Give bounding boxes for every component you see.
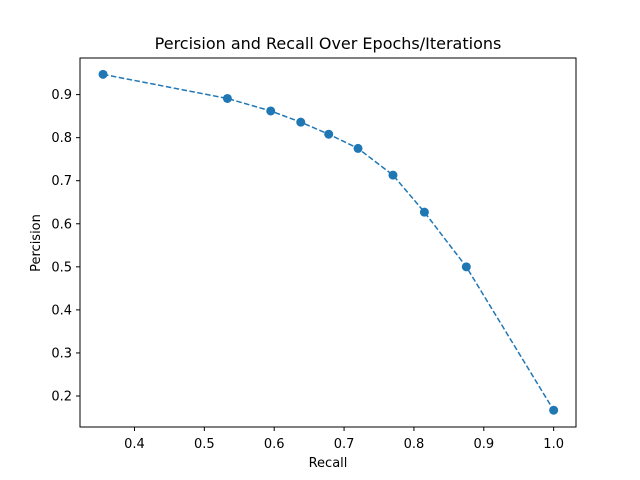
x-tick-label: 0.7 <box>334 437 355 452</box>
x-tick-label: 1.0 <box>543 437 564 452</box>
y-axis-label: Percision <box>29 214 44 272</box>
x-tick-label: 0.9 <box>473 437 494 452</box>
plot-frame <box>79 57 577 428</box>
y-tick-label: 0.4 <box>51 303 72 318</box>
y-tick-label: 0.8 <box>51 131 72 146</box>
data-point <box>296 117 306 127</box>
series-line <box>102 73 555 411</box>
data-point <box>388 170 398 180</box>
x-tick-label: 0.8 <box>404 437 425 452</box>
plot-area <box>98 69 559 415</box>
x-tick-label: 0.5 <box>194 437 215 452</box>
data-point <box>266 106 276 116</box>
y-tick-label: 0.6 <box>51 217 72 232</box>
x-axis-label: Recall <box>309 456 348 471</box>
data-point <box>98 69 108 79</box>
data-point <box>324 129 334 139</box>
data-point <box>222 93 232 103</box>
y-axis: 0.2 0.3 0.4 0.5 0.6 0.7 0.8 0.9 <box>51 88 80 404</box>
y-tick-label: 0.2 <box>51 389 72 404</box>
data-point <box>419 207 429 217</box>
y-tick-label: 0.3 <box>51 346 72 361</box>
y-tick-label: 0.7 <box>51 174 72 189</box>
data-point <box>461 262 471 272</box>
y-tick-label: 0.9 <box>51 88 72 103</box>
x-axis: 0.4 0.5 0.6 0.7 0.8 0.9 1.0 <box>124 427 564 452</box>
x-tick-label: 0.6 <box>264 437 285 452</box>
data-point <box>549 405 559 415</box>
data-point <box>353 143 363 153</box>
x-tick-label: 0.4 <box>124 437 145 452</box>
y-tick-label: 0.5 <box>51 260 72 275</box>
chart-title: Percision and Recall Over Epochs/Iterati… <box>155 34 502 53</box>
